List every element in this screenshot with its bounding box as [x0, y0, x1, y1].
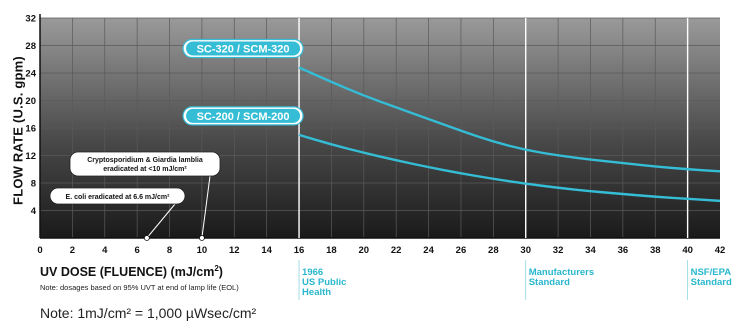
- x-axis-title-suffix: ): [218, 265, 223, 280]
- x-tick-label: 10: [197, 245, 208, 256]
- x-tick-label: 14: [261, 245, 272, 256]
- annotation-box: [69, 151, 221, 177]
- annotation-text: eradicated at <10 mJ/cm²: [103, 166, 187, 173]
- annotation-leader: [201, 175, 211, 239]
- y-tick-label: 4: [31, 206, 37, 217]
- x-tick-label: 4: [102, 245, 108, 256]
- y-tick-label: 12: [25, 151, 36, 162]
- annotation-marker: [199, 235, 205, 241]
- series-line: [298, 133, 721, 203]
- dosage-note: Note: dosages based on 95% UVT at end of…: [40, 283, 239, 292]
- x-tick-label: 22: [391, 245, 402, 256]
- x-tick-label: 40: [682, 245, 693, 256]
- annotations: Cryptosporidium & Giardia lamblia eradica…: [49, 151, 221, 241]
- annotation-text: E. coli eradicated at 6.6 mJ/cm²: [66, 194, 171, 201]
- standard-label: NSF/EPA Standard: [690, 267, 732, 288]
- series-label-fill: [186, 41, 301, 56]
- x-tick-label: 24: [423, 245, 434, 256]
- series-label-fill: [186, 108, 301, 123]
- x-tick-label: 6: [134, 245, 139, 256]
- x-axis-title-text: UV DOSE (FLUENCE) (mJ/cm: [40, 265, 215, 280]
- unit-note: Note: 1mJ/cm² = 1,000 µWsec/cm²: [40, 305, 257, 321]
- x-axis-title-sup: 2: [214, 264, 219, 273]
- x-tick-label: 42: [715, 245, 726, 256]
- x-tick-label: 34: [585, 245, 596, 256]
- series-lines: SC-320 / SCM-320 SC-200 / SCM-200: [182, 38, 721, 203]
- annotation-box: [49, 187, 186, 205]
- axes: [39, 14, 720, 239]
- standard-label: 1966 US Public Health: [302, 267, 347, 298]
- tick-labels: 0 2 4 6 8 10 12 14 16 18 20 22 24 26 28 30 32 34 36 38 40 424…: [25, 14, 725, 257]
- x-tick-label: 0: [37, 245, 42, 256]
- annotation-leader: [146, 203, 176, 239]
- x-tick-label: 32: [553, 245, 564, 256]
- x-tick-label: 30: [520, 245, 531, 256]
- y-tick-label: 28: [25, 41, 36, 52]
- y-tick-label: 32: [25, 14, 36, 25]
- x-axis-title: UV DOSE (FLUENCE) (mJ/cm2): [40, 264, 223, 279]
- series-line: [298, 66, 721, 173]
- x-tick-label: 36: [618, 245, 629, 256]
- x-tick-label: 18: [326, 245, 337, 256]
- y-tick-label: 24: [25, 69, 36, 80]
- x-tick-label: 28: [488, 245, 499, 256]
- x-tick-label: 8: [167, 245, 172, 256]
- y-tick-label: 8: [31, 179, 36, 190]
- x-tick-label: 38: [650, 245, 661, 256]
- x-tick-label: 26: [456, 245, 467, 256]
- series-label: SC-200 / SCM-200: [197, 111, 290, 123]
- y-axis-title: FLOW RATE (U.S. gpm): [10, 56, 26, 205]
- x-tick-label: 16: [294, 245, 305, 256]
- y-tick-label: 16: [25, 124, 36, 135]
- x-tick-label: 12: [229, 245, 240, 256]
- y-tick-label: 20: [25, 96, 36, 107]
- annotation-text: Cryptosporidium & Giardia lamblia: [87, 157, 203, 164]
- x-tick-label: 2: [70, 245, 75, 256]
- annotation-marker: [143, 235, 150, 241]
- x-tick-label: 20: [359, 245, 370, 256]
- standard-label: Manufacturers Standard: [528, 267, 595, 288]
- series-label: SC-320 / SCM-320: [197, 44, 290, 56]
